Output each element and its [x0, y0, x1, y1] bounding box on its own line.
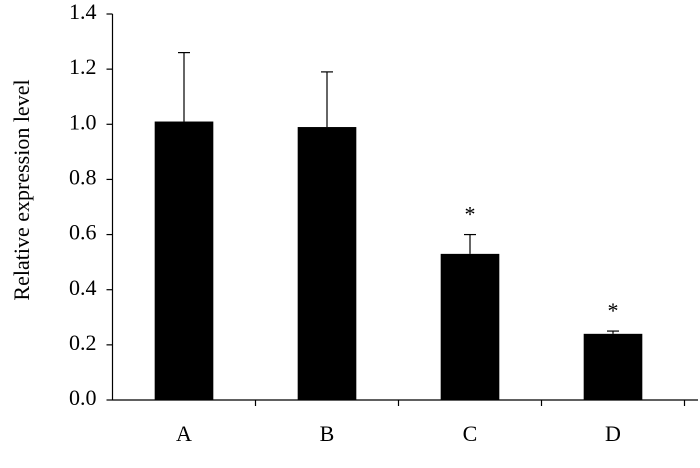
- x-tick-label: C: [463, 421, 478, 446]
- bar: [583, 333, 643, 400]
- bar: [154, 121, 214, 401]
- y-tick-label: 0.6: [69, 220, 97, 245]
- y-tick-label: 0.8: [69, 164, 97, 189]
- y-tick-label: 1.2: [69, 54, 97, 79]
- y-axis-title: Relative expression level: [9, 79, 34, 300]
- y-tick-label: 0.0: [69, 385, 97, 410]
- bar: [440, 253, 500, 400]
- y-tick-label: 1.0: [69, 109, 97, 134]
- bar: [297, 127, 357, 401]
- x-tick-label: D: [605, 421, 621, 446]
- x-tick-label: A: [176, 421, 192, 446]
- y-tick-label: 0.4: [69, 275, 97, 300]
- significance-mark: *: [465, 202, 476, 227]
- y-tick-label: 0.2: [69, 330, 97, 355]
- y-tick-label: 1.4: [69, 0, 97, 24]
- significance-mark: *: [608, 298, 619, 323]
- x-tick-label: B: [320, 421, 335, 446]
